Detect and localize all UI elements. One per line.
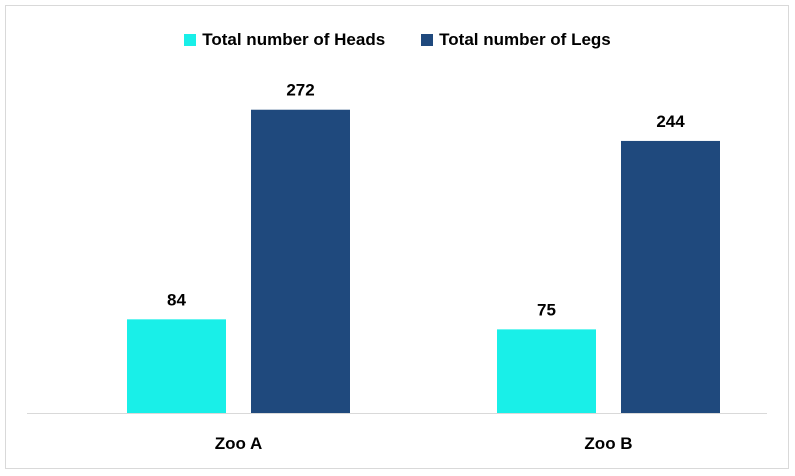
legend-label-heads: Total number of Heads <box>202 30 386 49</box>
legend-item-heads: Total number of Heads <box>184 30 385 50</box>
data-label-legs-0: 272 <box>286 81 314 100</box>
bars-group <box>127 109 720 413</box>
x-tick-label-1: Zoo B <box>584 434 632 453</box>
data-label-heads-0: 84 <box>167 290 186 309</box>
x-tick-labels-group: Zoo A Zoo B <box>215 434 633 453</box>
bar-legs-1 <box>621 140 720 413</box>
data-labels-group: 84 272 75 244 <box>167 81 685 320</box>
legend-swatch-heads <box>184 34 197 46</box>
bar-legs-0 <box>251 109 350 413</box>
legend: Total number of Heads Total number of Le… <box>0 28 795 52</box>
bar-heads-0 <box>127 319 226 413</box>
legend-label-legs: Total number of Legs <box>439 30 611 49</box>
legend-item-legs: Total number of Legs <box>421 30 611 50</box>
data-label-legs-1: 244 <box>656 112 685 131</box>
bar-heads-1 <box>497 329 596 413</box>
x-tick-label-0: Zoo A <box>215 434 263 453</box>
legend-swatch-legs <box>421 34 434 46</box>
data-label-heads-1: 75 <box>537 300 556 319</box>
